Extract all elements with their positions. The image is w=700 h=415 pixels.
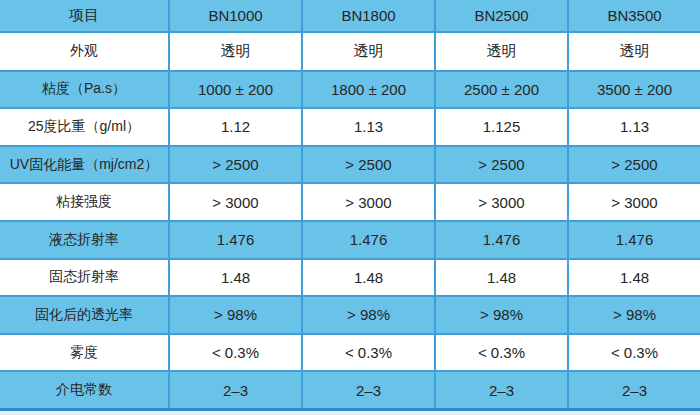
- table-row-viscosity: 粘度（Pa.s） 1000 ± 200 1800 ± 200 2500 ± 20…: [0, 72, 700, 110]
- table-cell: 透明: [170, 33, 303, 70]
- table-cell: > 98%: [436, 297, 569, 333]
- table-cell: 1.12: [170, 109, 303, 145]
- table-cell: < 0.3%: [303, 335, 436, 371]
- table-cell: > 2500: [170, 147, 303, 183]
- row-label: 雾度: [0, 335, 170, 371]
- table-row-dielectric-constant: 介电常数 2–3 2–3 2–3 2–3: [0, 372, 700, 408]
- table-cell: > 2500: [303, 147, 436, 183]
- table-row-bond-strength: 粘接强度 > 3000 > 3000 > 3000 > 3000: [0, 184, 700, 222]
- table-cell: 1.476: [436, 222, 569, 258]
- header-cell-bn1800: BN1800: [303, 0, 436, 31]
- header-cell-bn3500: BN3500: [569, 0, 700, 31]
- row-label: 介电常数: [0, 372, 170, 408]
- table-cell: 1.48: [303, 260, 436, 296]
- table-cell: 1.13: [303, 109, 436, 145]
- row-label: 25度比重（g/ml）: [0, 109, 170, 145]
- table-cell: 1.125: [436, 109, 569, 145]
- table-row-uv-cure-energy: UV固化能量（mj/cm2） > 2500 > 2500 > 2500 > 25…: [0, 147, 700, 185]
- table-cell: 1800 ± 200: [303, 72, 436, 108]
- table-cell: 2–3: [303, 372, 436, 408]
- table-cell: > 3000: [303, 184, 436, 220]
- table-header-row: 项目 BN1000 BN1800 BN2500 BN3500: [0, 0, 700, 33]
- table-cell: < 0.3%: [569, 335, 700, 371]
- table-row-appearance: 外观 透明 透明 透明 透明: [0, 33, 700, 72]
- table-cell: 1.13: [569, 109, 700, 145]
- row-label: 液态折射率: [0, 222, 170, 258]
- table-cell: 2500 ± 200: [436, 72, 569, 108]
- row-label: 固态折射率: [0, 260, 170, 296]
- table-cell: > 98%: [303, 297, 436, 333]
- table-row-specific-gravity: 25度比重（g/ml） 1.12 1.13 1.125 1.13: [0, 109, 700, 147]
- table-cell: 2–3: [170, 372, 303, 408]
- table-cell: < 0.3%: [170, 335, 303, 371]
- table-cell: > 3000: [569, 184, 700, 220]
- row-label: 外观: [0, 33, 170, 70]
- table-cell: 1.476: [569, 222, 700, 258]
- table-cell: > 2500: [569, 147, 700, 183]
- table-row-solid-refractive-index: 固态折射率 1.48 1.48 1.48 1.48: [0, 260, 700, 298]
- table-cell: 1.48: [569, 260, 700, 296]
- header-cell-bn2500: BN2500: [436, 0, 569, 31]
- table-cell: > 98%: [170, 297, 303, 333]
- table-cell: 1.476: [170, 222, 303, 258]
- table-row-haze: 雾度 < 0.3% < 0.3% < 0.3% < 0.3%: [0, 335, 700, 373]
- row-label: 粘度（Pa.s）: [0, 72, 170, 108]
- table-cell: 1.48: [436, 260, 569, 296]
- table-cell: > 3000: [170, 184, 303, 220]
- row-label: UV固化能量（mj/cm2）: [0, 147, 170, 183]
- table-row-liquid-refractive-index: 液态折射率 1.476 1.476 1.476 1.476: [0, 222, 700, 260]
- row-label: 固化后的透光率: [0, 297, 170, 333]
- header-cell-bn1000: BN1000: [170, 0, 303, 31]
- table-cell: 3500 ± 200: [569, 72, 700, 108]
- table-cell: 2–3: [436, 372, 569, 408]
- table-cell: 透明: [436, 33, 569, 70]
- table-cell: 1.476: [303, 222, 436, 258]
- table-cell: 透明: [303, 33, 436, 70]
- table-cell: < 0.3%: [436, 335, 569, 371]
- table-cell: > 98%: [569, 297, 700, 333]
- table-cell: 1000 ± 200: [170, 72, 303, 108]
- table-cell: 透明: [569, 33, 700, 70]
- spec-table-page: 项目 BN1000 BN1800 BN2500 BN3500 外观 透明 透明 …: [0, 0, 700, 415]
- table-cell: 2–3: [569, 372, 700, 408]
- header-cell-item: 项目: [0, 0, 170, 31]
- row-label: 粘接强度: [0, 184, 170, 220]
- table-cell: > 2500: [436, 147, 569, 183]
- table-cell: 1.48: [170, 260, 303, 296]
- product-spec-table: 项目 BN1000 BN1800 BN2500 BN3500 外观 透明 透明 …: [0, 0, 700, 411]
- table-row-cured-transmittance: 固化后的透光率 > 98% > 98% > 98% > 98%: [0, 297, 700, 335]
- table-cell: > 3000: [436, 184, 569, 220]
